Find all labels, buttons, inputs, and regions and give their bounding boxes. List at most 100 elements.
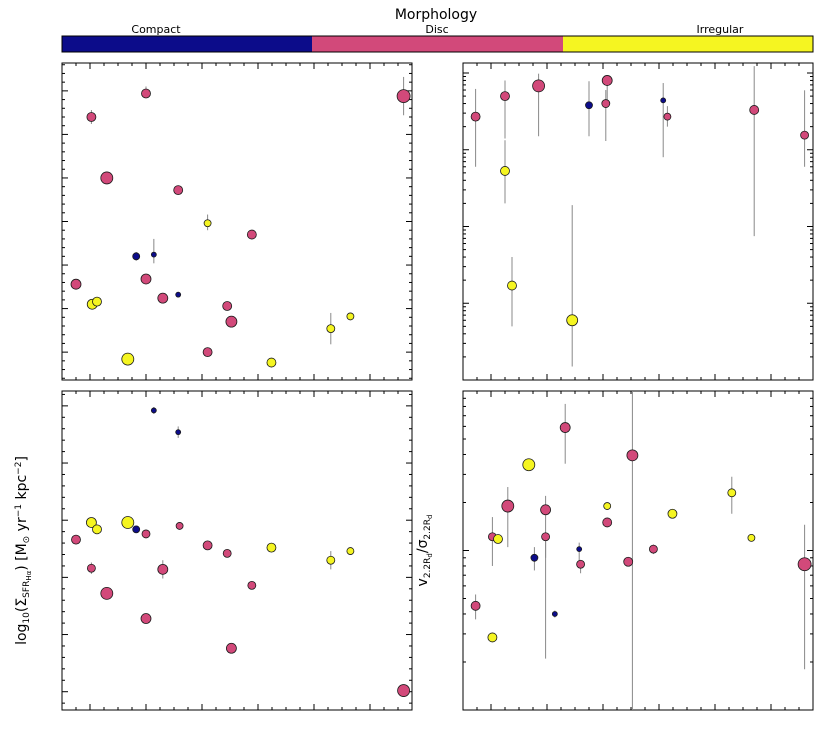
y-axis-label: log10(ΣSFRHα) [M⊙ yr−1 kpc−2] (14, 456, 33, 645)
y-axis-label-part: d (426, 515, 434, 519)
data-point-compact (576, 546, 583, 553)
panel-v-over-sigma: v2.2Rd/σ2.2Rd (415, 390, 814, 711)
data-point-irregular (507, 280, 517, 291)
data-point-compact (660, 97, 667, 104)
data-point-disc (559, 422, 571, 433)
y-axis-label-part: ) [M (14, 543, 30, 570)
data-point-disc (246, 229, 257, 240)
data-point-disc (247, 580, 257, 590)
axes-frame (462, 62, 814, 381)
data-point-irregular (266, 357, 277, 368)
data-point-compact (530, 553, 539, 562)
data-point-disc (86, 112, 97, 122)
data-point-compact (585, 101, 593, 110)
data-point-irregular (86, 517, 97, 528)
data-point-disc (500, 91, 510, 102)
data-point-disc (173, 185, 184, 196)
y-axis-label: v2.2Rd/σ2.2Rd (415, 515, 434, 587)
data-point-irregular (493, 534, 503, 544)
y-axis-label-part: /σ (415, 539, 431, 553)
y-axis-label-part: v (415, 578, 431, 586)
data-point-irregular (667, 508, 678, 519)
colorbar-segment-irregular (563, 36, 813, 52)
data-point-disc (100, 586, 114, 600)
data-point-disc (225, 315, 238, 328)
data-point-irregular (603, 502, 612, 510)
data-point-disc (663, 112, 672, 121)
data-point-disc (397, 684, 411, 697)
data-point-disc (141, 88, 151, 99)
data-point-disc (175, 522, 184, 530)
data-point-disc (540, 504, 551, 516)
data-point-compact (175, 291, 182, 298)
data-point-irregular (326, 555, 336, 565)
colorbar-label-irregular: Irregular (697, 23, 744, 36)
data-point-irregular (566, 314, 579, 327)
data-point-irregular (92, 524, 102, 535)
data-point-irregular (121, 352, 135, 366)
data-point-disc (225, 642, 237, 654)
data-point-disc (140, 613, 152, 624)
data-point-disc (157, 292, 169, 304)
y-axis-label-part: 10 (22, 612, 32, 624)
data-point-irregular (747, 533, 756, 542)
y-axis-label-part: −1 (14, 504, 24, 517)
data-point-disc (222, 301, 233, 311)
data-point-disc (141, 529, 151, 539)
data-point-irregular (522, 458, 536, 472)
panel-bulge-to-total (462, 62, 814, 381)
data-point-disc (623, 556, 634, 567)
y-axis-label-part: SFR (22, 581, 32, 598)
data-point-compact (132, 252, 141, 261)
panel-sigma-sfr: log10(ΣSFRHα) [M⊙ yr−1 kpc−2] (14, 390, 413, 711)
data-point-disc (202, 540, 213, 551)
data-point-disc (222, 548, 232, 558)
data-point-disc (800, 130, 809, 140)
axes-frame (462, 390, 814, 711)
data-point-irregular (266, 542, 277, 553)
data-point-disc (501, 499, 515, 513)
colorbar-frame (61, 35, 814, 53)
y-axis-label-part: −2 (14, 462, 24, 475)
data-point-disc (626, 449, 639, 462)
data-point-irregular (500, 166, 510, 176)
data-point-irregular (727, 488, 737, 498)
colorbar-segment-disc (312, 36, 563, 52)
colorbar: Morphology Compact Disc Irregular (61, 7, 814, 53)
data-point-compact (150, 251, 157, 258)
y-axis-label-part: (Σ (14, 598, 30, 612)
y-axis-label-part: Hα (25, 570, 33, 580)
y-axis-label-part: kpc (14, 475, 30, 504)
data-point-disc (202, 347, 213, 358)
data-point-disc (541, 532, 550, 542)
data-point-disc (649, 544, 658, 554)
y-axis-label-part: yr (14, 517, 30, 536)
data-point-disc (532, 79, 545, 93)
data-point-disc (70, 278, 82, 290)
data-point-disc (157, 563, 169, 575)
y-axis-label-part: ⊙ (22, 536, 32, 544)
data-point-compact (150, 407, 157, 414)
y-axis-label-part: d (426, 553, 434, 557)
axes-frame (61, 390, 413, 711)
axes-frame (61, 62, 413, 381)
panel-sersic-index (61, 62, 413, 381)
colorbar-segment-compact (62, 36, 312, 52)
data-point-irregular (121, 516, 135, 529)
data-point-disc (140, 273, 152, 285)
data-point-irregular (92, 296, 102, 307)
data-point-disc (749, 105, 760, 115)
data-point-compact (551, 611, 558, 617)
data-point-disc (71, 534, 81, 545)
data-point-disc (396, 89, 411, 103)
data-point-disc (797, 557, 812, 572)
y-axis-label-part: ] (14, 456, 30, 461)
data-point-disc (87, 563, 96, 573)
data-point-irregular (346, 312, 355, 321)
data-point-disc (576, 559, 585, 569)
data-point-irregular (326, 324, 336, 334)
colorbar-title: Morphology (395, 7, 477, 23)
data-point-disc (470, 600, 481, 611)
y-axis-label-part: 2.2R (423, 558, 433, 579)
